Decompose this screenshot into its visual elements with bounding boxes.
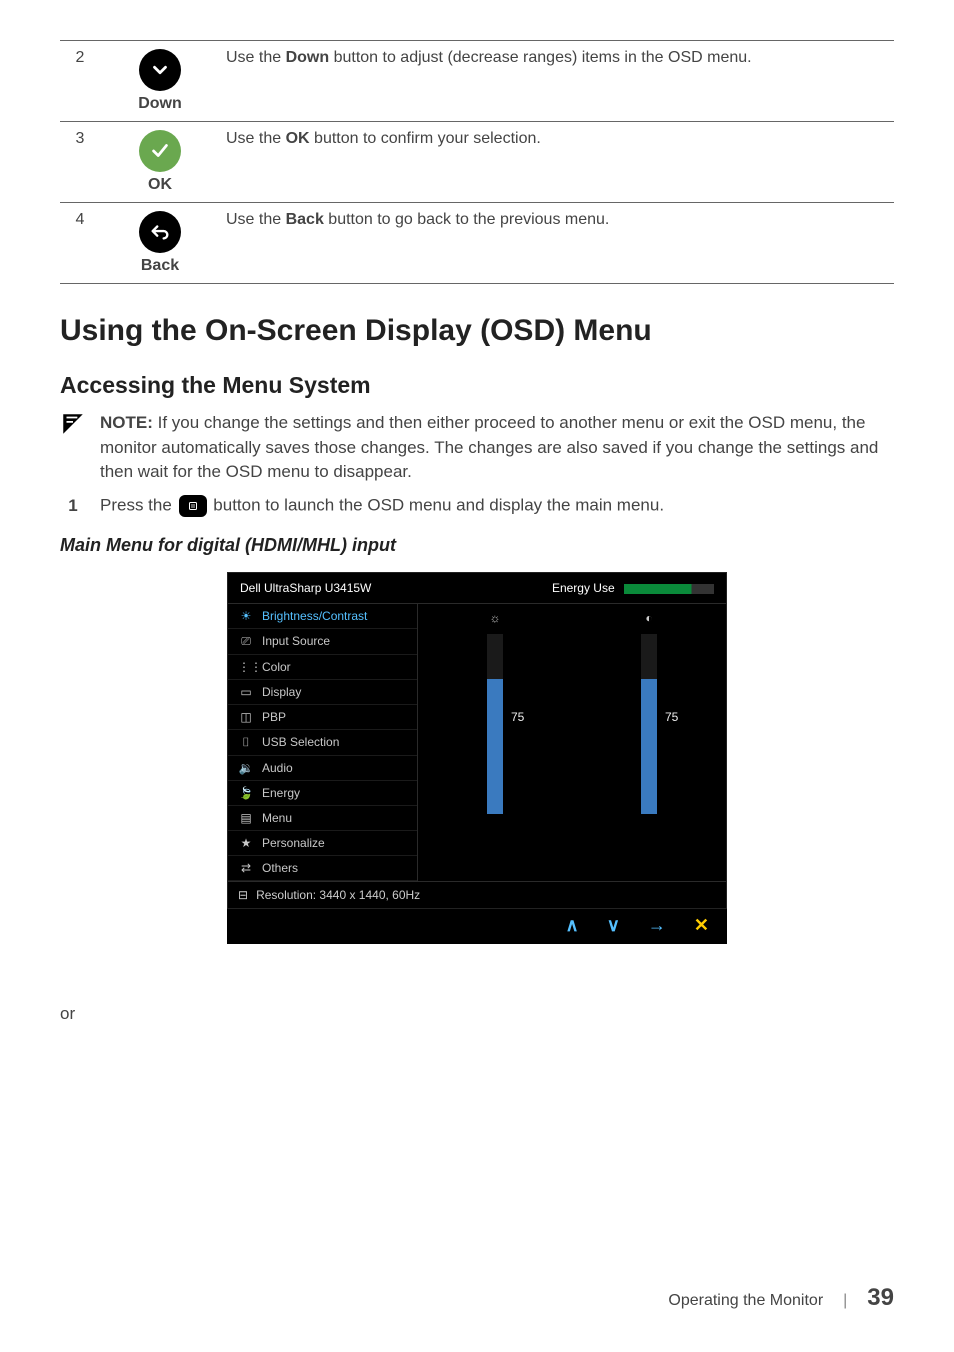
osd-menu-item[interactable]: 🍃Energy — [228, 781, 417, 806]
osd-menu-item[interactable]: ◫PBP — [228, 705, 417, 730]
footer-section: Operating the Monitor — [668, 1292, 823, 1310]
note-block: NOTE: If you change the settings and the… — [60, 411, 894, 485]
osd-menu-item[interactable]: 🔉Audio — [228, 756, 417, 781]
menu-variant-heading: Main Menu for digital (HDMI/MHL) input — [60, 535, 894, 556]
page-footer: Operating the Monitor | 39 — [60, 1284, 894, 1312]
down-arrow-icon — [139, 49, 181, 91]
osd-menu-item[interactable]: ★Personalize — [228, 831, 417, 856]
menu-icon: ▤ — [238, 811, 254, 825]
osd-footer: ⊟ Resolution: 3440 x 1440, 60Hz — [228, 881, 726, 908]
osd-menu-item[interactable]: ⋮⋮Color — [228, 655, 417, 680]
osd-title: Dell UltraSharp U3415W — [240, 581, 371, 595]
audio-icon: 🔉 — [238, 761, 254, 775]
input-icon: ⎚ — [238, 634, 254, 649]
osd-menu-item[interactable]: ⎚Input Source — [228, 629, 417, 655]
button-description-table: 2 Down Use the Down button to adjust (de… — [60, 40, 894, 284]
nav-down-icon[interactable]: ∨ — [607, 915, 620, 936]
page-number: 39 — [867, 1284, 894, 1312]
nav-enter-icon[interactable]: → — [648, 915, 666, 936]
note-text: NOTE: If you change the settings and the… — [100, 411, 894, 485]
nav-close-icon[interactable]: ✕ — [694, 915, 709, 936]
nav-up-icon[interactable]: ∧ — [566, 915, 579, 936]
menu-button-icon — [179, 495, 207, 517]
row-number: 4 — [60, 203, 100, 284]
brightness-value: 75 — [511, 710, 524, 724]
checkmark-icon — [139, 130, 181, 172]
button-description: Use the Back button to go back to the pr… — [220, 203, 894, 284]
resolution-icon: ⊟ — [238, 888, 248, 902]
others-icon: ⇄ — [238, 861, 254, 875]
contrast-slider[interactable]: ◐ 75 — [572, 604, 726, 881]
button-icon-cell: OK — [100, 122, 220, 203]
contrast-slider-icon: ◐ — [645, 604, 652, 630]
resolution-text: Resolution: 3440 x 1440, 60Hz — [256, 888, 420, 902]
contrast-value: 75 — [665, 710, 678, 724]
osd-energy: Energy Use — [552, 581, 714, 595]
osd-header: Dell UltraSharp U3415W Energy Use — [228, 573, 726, 604]
pbp-icon: ◫ — [238, 710, 254, 724]
energy-bar-icon — [624, 584, 714, 594]
osd-sliders: ☼ 75 ◐ 75 — [418, 604, 726, 881]
brightness-slider-icon: ☼ — [490, 604, 501, 630]
step-text: Press the button to launch the OSD menu … — [100, 495, 664, 517]
button-icon-cell: Down — [100, 41, 220, 122]
step-number: 1 — [60, 496, 86, 516]
osd-menu-item[interactable]: ▭Display — [228, 680, 417, 705]
osd-menu-item[interactable]: ☀Brightness/Contrast — [228, 604, 417, 629]
star-icon: ★ — [238, 836, 254, 850]
osd-nav-buttons: ∧ ∨ → ✕ — [227, 909, 727, 944]
osd-screenshot: Dell UltraSharp U3415W Energy Use ☀Brigh… — [227, 572, 727, 944]
osd-menu-list: ☀Brightness/Contrast ⎚Input Source ⋮⋮Col… — [228, 604, 418, 881]
row-number: 3 — [60, 122, 100, 203]
step-1: 1 Press the button to launch the OSD men… — [60, 495, 894, 517]
button-label: OK — [106, 176, 214, 194]
back-arrow-icon — [139, 211, 181, 253]
button-icon-cell: Back — [100, 203, 220, 284]
footer-divider: | — [843, 1292, 847, 1310]
row-number: 2 — [60, 41, 100, 122]
brightness-slider[interactable]: ☼ 75 — [418, 604, 572, 881]
display-icon: ▭ — [238, 685, 254, 699]
button-label: Back — [106, 257, 214, 275]
button-description: Use the OK button to confirm your select… — [220, 122, 894, 203]
usb-icon: ⌷ — [238, 735, 254, 750]
brightness-icon: ☀ — [238, 609, 254, 623]
section-heading: Using the On-Screen Display (OSD) Menu — [60, 314, 894, 348]
or-text: or — [60, 1004, 894, 1024]
button-description: Use the Down button to adjust (decrease … — [220, 41, 894, 122]
osd-menu-item[interactable]: ⇄Others — [228, 856, 417, 881]
osd-menu-item[interactable]: ⌷USB Selection — [228, 730, 417, 756]
color-icon: ⋮⋮ — [238, 660, 254, 674]
subsection-heading: Accessing the Menu System — [60, 372, 894, 399]
note-icon — [60, 411, 86, 485]
button-label: Down — [106, 95, 214, 113]
energy-icon: 🍃 — [238, 786, 254, 800]
osd-menu-item[interactable]: ▤Menu — [228, 806, 417, 831]
